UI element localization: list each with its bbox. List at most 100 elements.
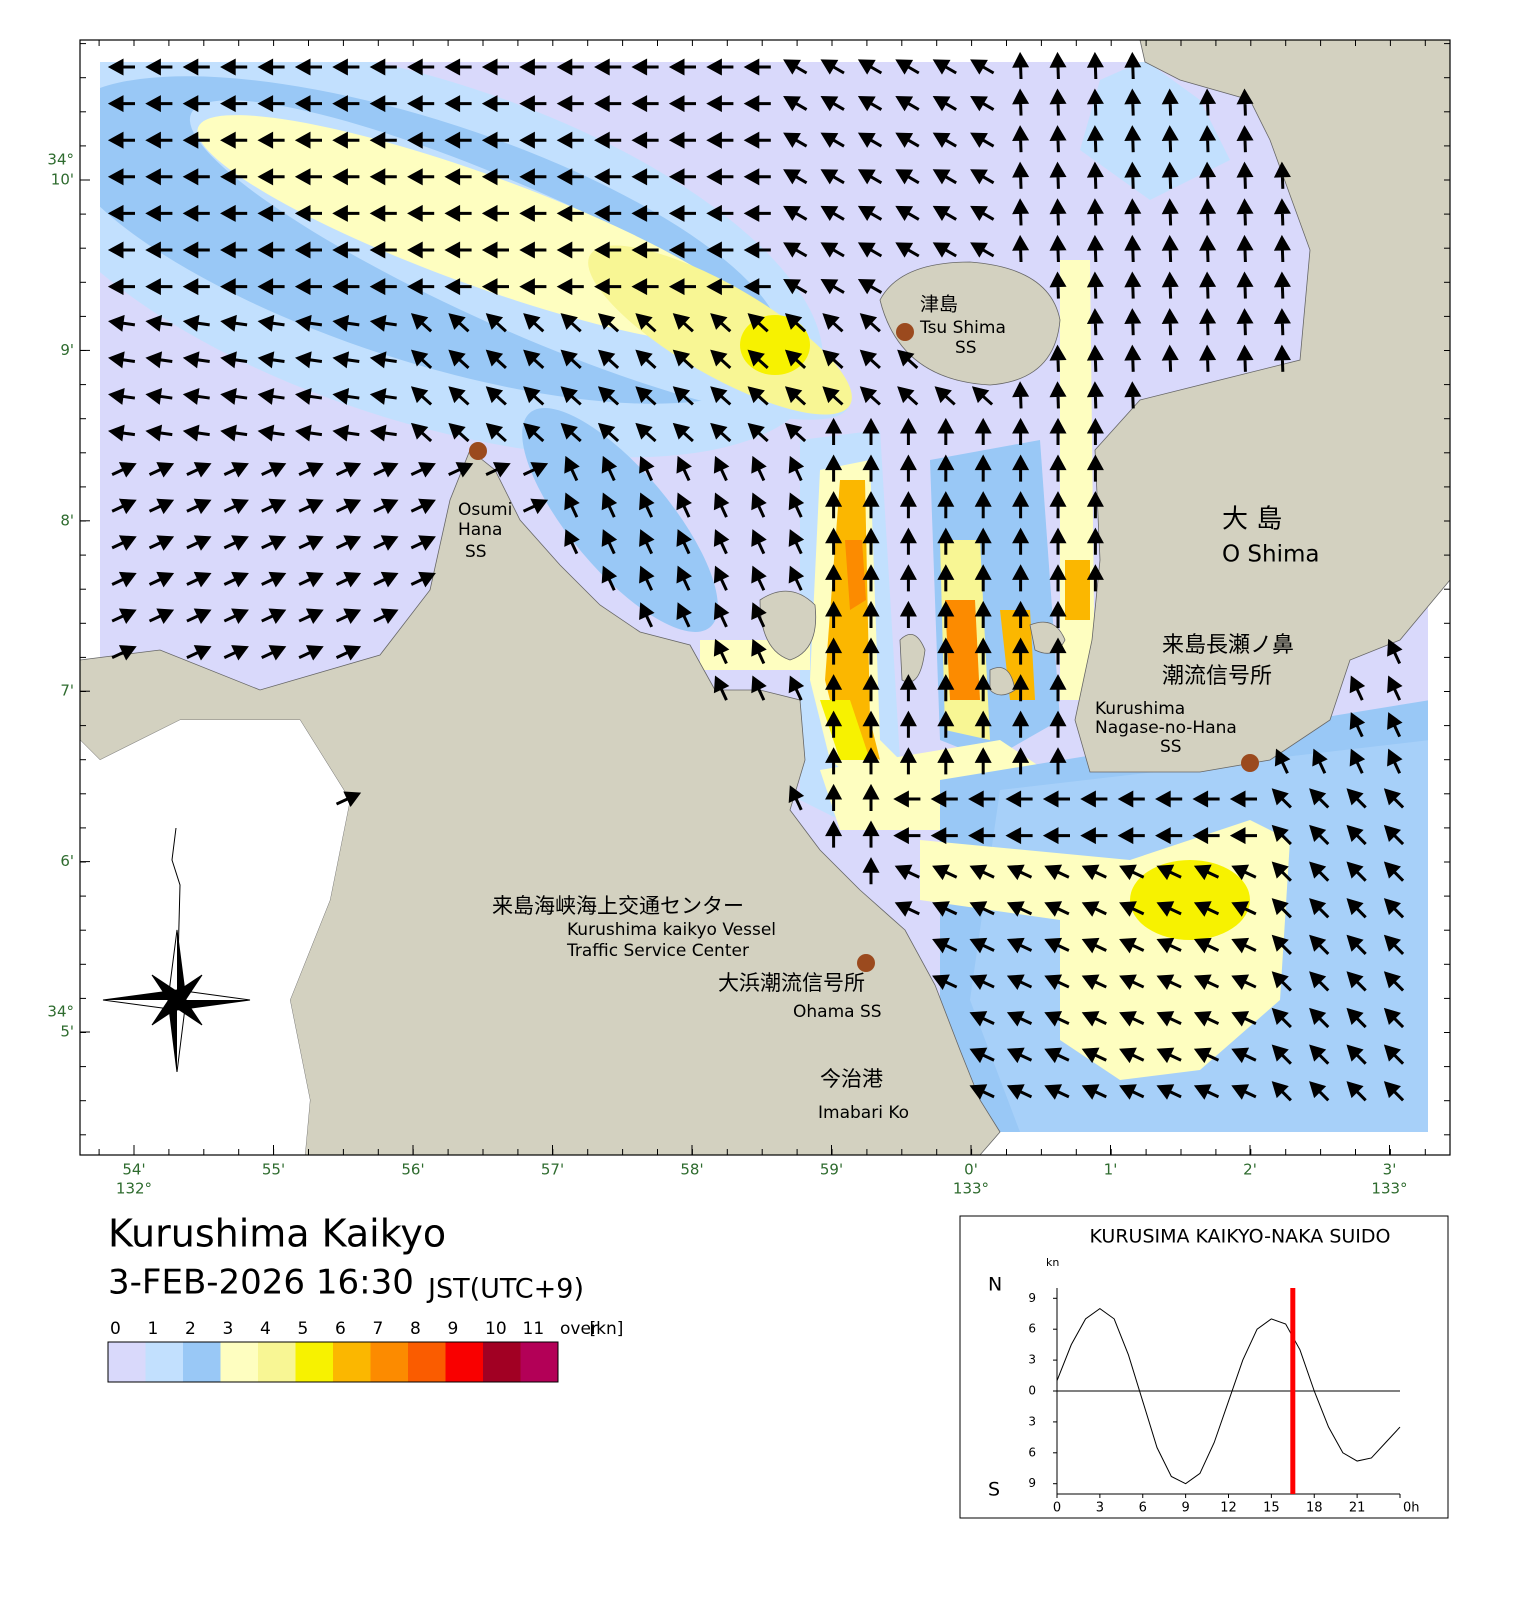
arrow (1012, 747, 1030, 775)
arrow (1387, 712, 1403, 738)
station (896, 323, 914, 341)
arrow (111, 462, 137, 478)
arrow (332, 314, 360, 332)
x-tick-label: 0h (1403, 1501, 1420, 1516)
arrow (186, 535, 212, 551)
legend-swatch (295, 1342, 333, 1382)
arrow (1044, 974, 1070, 990)
arrow (1161, 198, 1179, 226)
arrow (1117, 790, 1145, 808)
arrow (182, 388, 210, 405)
arrow (820, 205, 845, 222)
arrow (974, 747, 992, 775)
arrow (1049, 747, 1067, 775)
arrow (182, 241, 210, 259)
arrow (332, 278, 360, 296)
arrow (862, 600, 880, 628)
place-label: Kurushima kaikyo Vessel (567, 920, 776, 940)
arrow (1006, 937, 1033, 954)
arrow (145, 58, 173, 76)
lat-degree: 34° (47, 151, 74, 169)
arrow (932, 937, 958, 954)
arrow (1049, 527, 1067, 555)
arrow (257, 424, 285, 442)
arrow (1049, 381, 1067, 409)
arrow (971, 386, 994, 406)
arrow (444, 131, 472, 149)
arrow (369, 95, 397, 113)
arrow (369, 278, 397, 296)
arrow (710, 349, 732, 369)
arrow (1119, 1047, 1145, 1064)
arrow (1044, 864, 1070, 881)
arrow (1012, 198, 1030, 226)
arrow (747, 422, 769, 443)
arrow (968, 827, 996, 845)
arrow (713, 638, 730, 665)
arrow (1086, 454, 1104, 482)
lat-minute: 9' (60, 341, 74, 359)
arrow (481, 58, 509, 76)
arrow (597, 349, 620, 369)
arrow (822, 349, 844, 369)
y-unit: kn (1046, 1256, 1059, 1269)
arrow (788, 565, 805, 591)
lon-minute: 58' (680, 1161, 703, 1179)
legend-frame (107, 1341, 559, 1383)
arrow (969, 901, 995, 917)
arrow (373, 462, 399, 478)
arrow (969, 974, 995, 990)
arrow (783, 96, 808, 112)
place-label: 潮流信号所 (1162, 664, 1272, 689)
arrow (594, 278, 622, 296)
arrow (969, 1011, 995, 1027)
arrow (1309, 898, 1330, 919)
arrow (1124, 381, 1142, 409)
place-label: SS (955, 338, 977, 358)
arrow (895, 205, 920, 222)
arrow (145, 168, 173, 186)
arrow (899, 527, 917, 555)
arrow (932, 205, 957, 222)
arrow (862, 454, 880, 482)
arrow (261, 608, 287, 624)
arrow (220, 424, 248, 442)
arrow (751, 675, 767, 701)
arrow (519, 95, 547, 113)
arrow (220, 278, 248, 296)
arrow (295, 314, 323, 332)
compass-rose (102, 827, 251, 1073)
arrow (182, 351, 210, 369)
x-tick-label: 12 (1220, 1501, 1237, 1516)
arrow (186, 462, 212, 478)
arrow (1231, 974, 1257, 990)
arrow (631, 278, 659, 296)
arrow (1086, 564, 1104, 592)
place-label: SS (465, 542, 487, 562)
arrow (1236, 271, 1254, 299)
arrow (894, 901, 920, 917)
arrow (820, 169, 845, 185)
arrow (895, 59, 920, 75)
arrow (895, 96, 920, 112)
arrow (182, 278, 210, 296)
arrow (743, 168, 771, 186)
arrow (1349, 712, 1366, 738)
lon-minute: 55' (262, 1161, 285, 1179)
arrow (1049, 51, 1067, 80)
arrow (1119, 1011, 1145, 1027)
arrow (1049, 344, 1067, 372)
arrow (862, 527, 880, 555)
place-labels: 津島 Tsu Shima SS Osumi Hana SS 大 島 O Shim… (458, 294, 1319, 1124)
arrow (295, 424, 323, 442)
arrow (186, 645, 212, 661)
arrow (1081, 937, 1107, 954)
arrow (1236, 125, 1254, 153)
arrow (410, 349, 433, 369)
header: Kurushima Kaikyo 3-FEB-2026 16:30 JST(UT… (108, 1212, 584, 1305)
arrow (1273, 234, 1291, 263)
arrow (1274, 748, 1291, 774)
arrow (932, 59, 957, 75)
arrow (1080, 827, 1108, 845)
arrow (111, 608, 137, 624)
